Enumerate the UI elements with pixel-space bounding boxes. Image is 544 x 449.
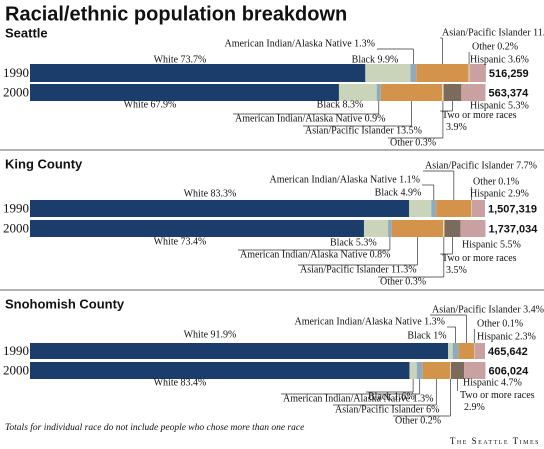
data-label: American Indian/Alaska Native 1.1% [269,174,420,185]
bar-segment [471,200,485,217]
data-label: White 73.7% [154,54,207,65]
data-label: Other 0.3% [390,137,436,148]
data-label: Two or more races 2.9% [460,390,535,413]
data-label: Black 8.3% [317,99,364,110]
data-label: Other 0.3% [380,276,426,287]
bar-segment [450,362,465,379]
year-label: 2000 [3,220,29,235]
data-label: Black 1% [407,330,446,341]
bar-segment [444,220,461,237]
bar-segment [469,64,486,82]
footnote: Totals for individual race do not includ… [5,422,304,433]
bar-segment [30,362,410,379]
total-label: 1,507,319 [488,203,537,215]
data-label: Hispanic 2.9% [470,188,529,199]
year-label: 1990 [3,343,29,358]
data-label: Asian/Pacific Islander 13.5% [305,125,422,136]
bar-segment [468,64,470,82]
total-label: 516,259 [489,68,529,80]
bar-segment [410,64,417,82]
data-label: White 73.4% [154,236,207,247]
data-label: Asian/Pacific Islander 11.3% [300,264,417,275]
data-label: Hispanic 4.7% [463,377,522,388]
year-label: 1990 [3,200,29,215]
bar-segment [474,343,485,359]
data-label: Hispanic 2.3% [477,331,536,342]
bar-segment [443,220,445,237]
data-label: Black 5.3% [330,237,377,248]
total-label: 606,024 [488,365,529,377]
data-label: American Indian/Alaska Native 1.3% [294,316,445,327]
bar-segment [363,220,389,237]
data-label: Hispanic 5.3% [470,100,529,111]
data-label: Other 0.1% [477,318,523,329]
bar-segment [391,220,444,237]
bar-segment [30,84,339,101]
data-label: American Indian/Alaska Native 1.3% [283,393,434,404]
data-label: Asian/Pacific Islander 3.4% [432,304,544,315]
data-label: Two or more races 3.9% [442,110,517,133]
bar-segment [416,64,469,82]
bar-segment [458,343,475,359]
bar-segment [409,200,432,217]
bar-segment [416,362,423,379]
bar-segment [388,220,392,237]
bar-segment [442,84,444,101]
data-label: White 67.9% [124,99,177,110]
bar-segment [30,220,364,237]
source: The Seattle Times [450,436,540,446]
bar-segment [436,200,472,217]
bar-segment [449,362,451,379]
bar-segment [30,343,449,359]
data-label: Other 0.1% [473,176,519,187]
year-label: 2000 [3,362,29,377]
data-label: Hispanic 3.6% [470,54,529,65]
bar-segment [365,64,411,82]
total-label: 465,642 [488,346,528,358]
year-label: 1990 [3,65,29,80]
total-label: 563,374 [488,87,529,99]
bar-segment [448,343,453,359]
bar-segment [461,84,486,101]
year-label: 2000 [3,84,29,99]
panel-title: Seattle [5,25,48,40]
data-label: Black 9.9% [352,54,399,65]
data-label: White 91.9% [184,329,237,340]
data-label: Asian/Pacific Islander 6% [335,404,439,415]
data-label: Hispanic 5.5% [462,239,521,250]
bar-segment [376,84,381,101]
panel-title: Snohomish County [5,296,125,311]
bar-segment [30,200,410,217]
bar-segment [338,84,377,101]
bar-segment [409,362,417,379]
data-label: Asian/Pacific Islander 11.5% [442,27,544,38]
data-label: White 83.4% [154,377,207,388]
data-label: American Indian/Alaska Native 0.9% [235,113,386,124]
panel-title: King County [5,156,83,171]
total-label: 1,737,034 [488,223,538,235]
bar-segment [452,343,459,359]
data-label: Other 0.2% [395,415,441,426]
data-label: Other 0.2% [472,41,518,52]
bar-segment [464,362,486,379]
bar-segment [30,64,366,82]
data-label: American Indian/Alaska Native 0.8% [240,249,391,260]
data-label: Asian/Pacific Islander 7.7% [425,160,537,171]
bar-segment [431,200,437,217]
data-label: Two or more races 3.5% [442,253,517,276]
bar-segment [422,362,450,379]
bar-segment [460,220,486,237]
data-label: White 83.3% [184,188,237,199]
data-label: Black 1.6% [368,391,415,402]
page-title: Racial/ethnic population breakdown [5,3,347,25]
bar-segment [443,84,462,101]
data-label: American Indian/Alaska Native 1.3% [224,38,375,49]
data-label: Black 4.9% [375,187,422,198]
bar-segment [380,84,443,101]
